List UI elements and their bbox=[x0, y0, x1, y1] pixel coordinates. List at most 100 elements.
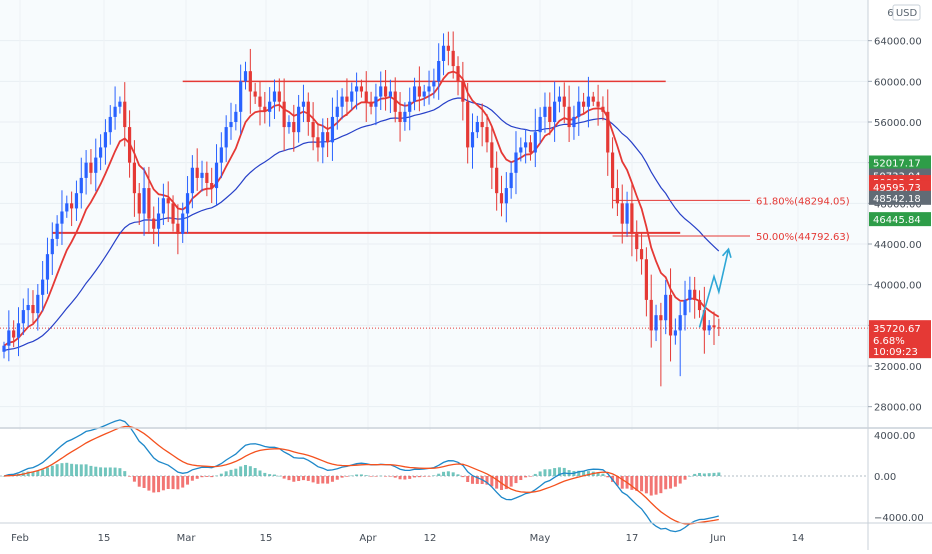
macd-histogram-bar bbox=[301, 476, 305, 481]
candle-up bbox=[335, 106, 339, 117]
macd-histogram-bar bbox=[272, 474, 276, 476]
candle-up bbox=[239, 81, 243, 112]
candle-up bbox=[161, 198, 165, 214]
macd-histogram-bar bbox=[161, 476, 165, 491]
macd-histogram-bar bbox=[683, 476, 687, 480]
candle-down bbox=[644, 259, 648, 300]
macd-histogram-bar bbox=[640, 476, 644, 492]
candle-up bbox=[224, 127, 228, 148]
macd-histogram-bar bbox=[224, 471, 228, 476]
macd-histogram-bar bbox=[601, 473, 605, 476]
y-tick-label: 28000.00 bbox=[874, 403, 922, 414]
candle-up bbox=[432, 81, 436, 87]
macd-histogram-bar bbox=[345, 476, 349, 477]
macd-histogram-bar bbox=[654, 476, 658, 495]
macd-histogram-bar bbox=[519, 476, 523, 481]
macd-histogram-bar bbox=[234, 468, 238, 476]
macd-histogram-bar bbox=[437, 473, 441, 476]
macd-histogram-bar bbox=[403, 476, 407, 480]
price-tag-text: 48542.18 bbox=[873, 194, 921, 205]
x-tick-label: Feb bbox=[11, 533, 29, 544]
y-tick-label: 44000.00 bbox=[874, 240, 922, 251]
macd-histogram-bar bbox=[538, 471, 542, 476]
current-price-countdown: 10:09:23 bbox=[873, 347, 918, 358]
macd-histogram-bar bbox=[417, 476, 421, 478]
macd-histogram-bar bbox=[258, 470, 262, 476]
macd-histogram-bar bbox=[248, 466, 252, 476]
candle-up bbox=[200, 172, 204, 178]
macd-histogram-bar bbox=[190, 476, 194, 481]
macd-histogram-bar bbox=[50, 465, 54, 476]
projection-arrow bbox=[698, 247, 732, 328]
macd-histogram-bar bbox=[70, 463, 74, 476]
candle-up bbox=[113, 106, 117, 117]
currency-button-bg[interactable] bbox=[892, 4, 921, 21]
macd-histogram-bar bbox=[533, 473, 537, 476]
macd-histogram-bar bbox=[659, 476, 663, 494]
macd-histogram-bar bbox=[596, 472, 600, 476]
macd-histogram-bar bbox=[717, 472, 721, 476]
macd-histogram-bar bbox=[688, 475, 692, 477]
candle-down bbox=[485, 127, 489, 143]
candle-down bbox=[345, 96, 349, 102]
candle-down bbox=[639, 249, 644, 260]
macd-histogram-bar bbox=[330, 476, 334, 482]
candle-up bbox=[229, 122, 233, 128]
macd-histogram-bar bbox=[215, 475, 219, 477]
candle-down bbox=[567, 106, 571, 128]
candle-up bbox=[142, 188, 146, 214]
macd-histogram-bar bbox=[99, 467, 103, 476]
macd-histogram-bar bbox=[297, 476, 301, 481]
candle-up bbox=[374, 96, 378, 107]
candle-down bbox=[659, 315, 663, 321]
candle-down bbox=[127, 127, 132, 163]
candle-up bbox=[21, 310, 25, 324]
candle-down bbox=[306, 101, 310, 122]
macd-histogram-bar bbox=[466, 476, 470, 483]
macd-histogram-bar bbox=[630, 476, 634, 490]
candle-down bbox=[147, 188, 151, 219]
macd-histogram-bar bbox=[166, 476, 170, 489]
macd-histogram-bar bbox=[26, 471, 30, 476]
macd-histogram-bar bbox=[263, 472, 267, 476]
candle-up bbox=[287, 122, 291, 128]
candle-down bbox=[446, 45, 450, 51]
price-tag-bg bbox=[869, 180, 931, 195]
candle-up bbox=[268, 101, 272, 112]
x-tick-label: 15 bbox=[260, 533, 273, 544]
candle-down bbox=[171, 203, 175, 224]
macd-histogram-bar bbox=[509, 476, 513, 487]
candle-down bbox=[12, 330, 16, 338]
macd-histogram-bar bbox=[65, 462, 69, 476]
macd-histogram-bar bbox=[292, 476, 296, 482]
macd-histogram-bar bbox=[359, 474, 363, 476]
candle-down bbox=[528, 142, 533, 153]
macd-tick-label: 0.00 bbox=[874, 472, 896, 483]
candle-up bbox=[572, 116, 576, 128]
macd-histogram-bar bbox=[335, 476, 339, 480]
candle-down bbox=[461, 81, 465, 102]
macd-histogram-bar bbox=[128, 476, 132, 477]
currency-label[interactable]: USD bbox=[896, 8, 918, 19]
x-tick-label: 17 bbox=[626, 533, 639, 544]
candle-down bbox=[123, 101, 127, 128]
candle-down bbox=[693, 289, 697, 300]
macd-histogram-bar bbox=[446, 471, 450, 476]
candle-up bbox=[437, 61, 441, 82]
candle-up bbox=[50, 238, 54, 255]
candle-up bbox=[118, 101, 122, 107]
candle-up bbox=[586, 96, 591, 107]
macd-histogram-bar bbox=[471, 476, 475, 484]
candle-down bbox=[620, 203, 624, 224]
price-tag-text: 49595.73 bbox=[873, 183, 921, 194]
macd-histogram-bar bbox=[384, 476, 388, 477]
candle-down bbox=[311, 122, 315, 138]
current-price-tag-bg bbox=[869, 320, 931, 359]
x-tick-label: May bbox=[530, 533, 551, 544]
candle-down bbox=[383, 86, 388, 97]
macd-histogram-bar bbox=[374, 476, 378, 477]
price-tag-text: 52017.17 bbox=[873, 158, 921, 169]
y-tick-label: 32000.00 bbox=[874, 362, 922, 373]
